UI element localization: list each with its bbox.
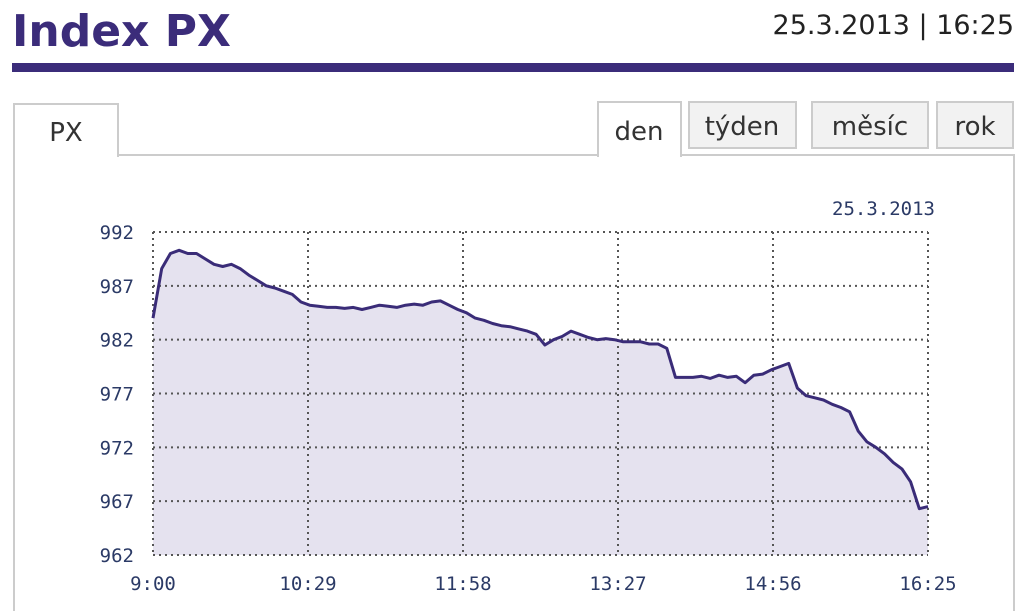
y-tick-label: 982 [100, 330, 134, 352]
y-tick-label: 987 [100, 276, 134, 298]
period-tab[interactable] [811, 101, 929, 149]
period-tab-label: rok [954, 112, 995, 142]
y-tick-label: 967 [100, 491, 134, 513]
chart-subtitle: 25.3.2013 [832, 198, 935, 220]
tab-cover [15, 140, 117, 158]
period-tab-label: měsíc [832, 112, 908, 142]
period-tab[interactable] [688, 101, 797, 149]
x-tick-label: 9:00 [130, 573, 176, 595]
datetime: 25.3.2013 | 16:25 [773, 10, 1014, 41]
x-tick-label: 10:29 [279, 573, 336, 595]
y-tick-label: 962 [100, 545, 134, 567]
page-title: Index PX [12, 6, 231, 57]
x-tick-label: 11:58 [434, 573, 491, 595]
y-tick-label: 977 [100, 384, 134, 406]
header-rule [12, 63, 1014, 72]
y-tick-label: 972 [100, 437, 134, 459]
x-tick-label: 16:25 [899, 573, 956, 595]
period-tab[interactable] [936, 101, 1014, 149]
area [153, 250, 928, 556]
tab-cover [599, 145, 680, 157]
x-tick-label: 14:56 [744, 573, 801, 595]
chart: 962 967 972 977 982 987 992 9:00 10:29 11:58 13:27… [100, 222, 957, 595]
line [151, 248, 929, 511]
period-tab-label: týden [705, 112, 780, 142]
x-tick-label: 13:27 [589, 573, 646, 595]
period-tab-label: den [615, 117, 664, 147]
y-tick-label: 992 [100, 222, 134, 244]
panel-border [13, 154, 1015, 611]
instrument-tab-label: PX [49, 118, 83, 148]
